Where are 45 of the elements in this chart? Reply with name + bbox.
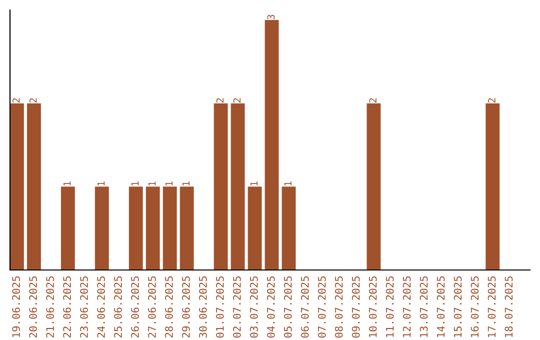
x-tick-label: 26.06.2025 xyxy=(131,276,139,338)
data-label: 1 xyxy=(98,181,105,186)
x-tick-label: 05.07.2025 xyxy=(284,276,292,338)
data-label: 3 xyxy=(267,14,275,20)
x-tick-label: 27.06.2025 xyxy=(148,276,156,338)
x-tick-label: 20.06.2025 xyxy=(29,276,38,338)
data-label: 2 xyxy=(488,98,496,103)
data-label: 1 xyxy=(284,181,292,186)
x-tick-label: 14.07.2025 xyxy=(436,276,445,338)
x-tick-label: 12.07.2025 xyxy=(402,276,411,338)
x-tick-label: 07.07.2025 xyxy=(318,276,326,338)
data-label: 1 xyxy=(64,181,71,186)
x-tick-label: 06.07.2025 xyxy=(300,276,309,338)
x-tick-label: 15.07.2025 xyxy=(454,276,462,338)
x-tick-label: 10.07.2025 xyxy=(368,276,377,338)
x-tick-label: 29.06.2025 xyxy=(182,276,190,338)
data-label: 1 xyxy=(165,181,173,186)
x-tick-label: 13.07.2025 xyxy=(420,276,428,338)
x-tick-label: 23.06.2025 xyxy=(80,276,88,338)
x-tick-label: 16.07.2025 xyxy=(470,276,479,338)
data-label: 2 xyxy=(12,98,20,103)
data-label: 2 xyxy=(216,98,224,103)
x-tick-label: 24.06.2025 xyxy=(97,276,105,338)
data-label: 1 xyxy=(148,181,156,186)
x-tick-label: 30.06.2025 xyxy=(199,276,207,338)
x-tick-label: 11.07.2025 xyxy=(386,276,394,338)
x-tick-label: 03.07.2025 xyxy=(250,276,258,338)
data-label: 2 xyxy=(233,98,241,103)
x-tick-label: 18.07.2025 xyxy=(504,276,513,338)
x-tick-label: 22.06.2025 xyxy=(63,276,71,338)
data-label: 1 xyxy=(250,181,258,186)
data-label: 2 xyxy=(29,98,37,103)
x-tick-label: 09.07.2025 xyxy=(352,276,360,338)
data-label: 1 xyxy=(182,181,190,186)
data-label: 2 xyxy=(369,98,376,103)
x-tick-label: 17.07.2025 xyxy=(488,276,496,338)
x-tick-label: 04.07.2025 xyxy=(266,276,275,338)
x-tick-label: 21.06.2025 xyxy=(46,276,54,338)
data-label: 1 xyxy=(132,181,139,186)
x-tick-label: 01.07.2025 xyxy=(216,276,224,338)
x-tick-label: 25.06.2025 xyxy=(114,276,122,338)
x-tick-label: 28.06.2025 xyxy=(165,276,173,338)
x-tick-label: 19.06.2025 xyxy=(12,276,20,338)
x-tick-label: 02.07.2025 xyxy=(232,276,241,338)
x-tick-label: 08.07.2025 xyxy=(334,276,343,338)
